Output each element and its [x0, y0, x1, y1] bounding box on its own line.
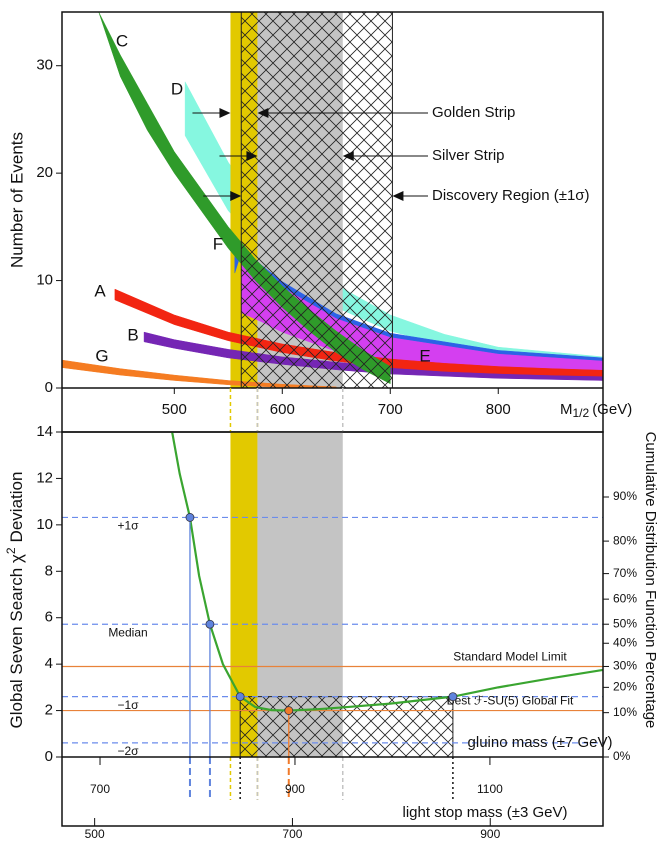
y2-tick-label: 80% [613, 533, 637, 547]
top-panel: D E F GB A C Golden Strip Silver Strip Discovery… [36, 11, 604, 433]
ref-label: +1σ [117, 519, 139, 533]
annotation: Silver Strip [432, 147, 505, 164]
y-label-main: Global Seven Search χ [7, 554, 26, 728]
y2-tick-label: 60% [613, 591, 637, 605]
y-tick-label: 20 [36, 164, 53, 181]
arrow-head [392, 191, 404, 201]
ref-label: Median [108, 625, 147, 639]
ref-label: −1σ [117, 698, 139, 712]
stop-tick-label: 700 [282, 827, 302, 841]
y-tick-label: 10 [36, 272, 53, 289]
y-tick-label: 14 [36, 423, 53, 440]
series-label: B [127, 325, 138, 344]
point [235, 692, 245, 702]
series-label: C [116, 31, 128, 50]
y2-tick-label: 50% [613, 616, 637, 630]
series-label: F [213, 234, 223, 253]
plot-area [62, 12, 603, 388]
curve [171, 432, 603, 712]
y-tick-label: 6 [45, 609, 53, 626]
point [284, 706, 294, 715]
series-label: A [94, 281, 106, 300]
band [62, 359, 337, 388]
point [448, 692, 458, 702]
y-tick-label: 0 [45, 379, 53, 396]
y2-tick-label: 30% [613, 659, 637, 673]
y-tick-label: 10 [36, 516, 53, 533]
arrow-head [230, 191, 242, 201]
arrow-head [342, 151, 354, 161]
y-label-rest: Deviation [7, 472, 26, 543]
y-label-sup: 2 [4, 547, 18, 554]
ref-label: Best ℱ-SU(5) Global Fit [447, 694, 574, 708]
series-label: G [95, 346, 108, 365]
gluino-axis-label: gluino mass (±7 GeV) [468, 734, 613, 751]
gluino-tick-label: 1100 [477, 782, 503, 796]
y2-tick-label: 0% [613, 749, 631, 763]
region-hatch [240, 12, 393, 388]
ref-label: Standard Model Limit [453, 650, 567, 664]
stop-tick-label: 500 [85, 827, 105, 841]
y2-tick-label: 10% [613, 705, 637, 719]
series-label: D [171, 79, 183, 98]
sigma-box [239, 696, 454, 757]
x-tick-label: 500 [162, 401, 187, 418]
x-tick-label: 600 [270, 401, 295, 418]
point [205, 619, 215, 629]
x-tick-label: 800 [486, 401, 511, 418]
gluino-tick-label: 900 [285, 782, 305, 796]
arrow-head [219, 108, 231, 118]
arrow-head [246, 151, 258, 161]
series-label: E [419, 346, 430, 365]
stop-tick-label: 900 [480, 827, 500, 841]
y-tick-label: 4 [45, 655, 53, 672]
arrow-head [257, 108, 269, 118]
bottom-panel: +1σ Median −1σ −2σ Standard Model Limit Best … [36, 423, 637, 841]
y2-axis-label: Cumulative Distribution Function Percent… [642, 432, 659, 729]
ref-label: −2σ [117, 744, 139, 758]
x-label-sub: 1/2 [573, 406, 590, 420]
y2-tick-label: 40% [613, 635, 637, 649]
annotation: Discovery Region (±1σ) [432, 187, 590, 204]
y2-tick-label: 20% [613, 680, 637, 694]
x-axis-label: M1/2 (GeV) [560, 401, 632, 420]
y-axis-label: Global Seven Search χ2 Deviation [4, 472, 26, 729]
x-tick-label: 700 [378, 401, 403, 418]
plot-area [62, 432, 603, 757]
y-tick-label: 8 [45, 562, 53, 579]
y2-tick-label: 70% [613, 566, 637, 580]
y-tick-label: 30 [36, 57, 53, 74]
point [185, 513, 195, 522]
frame [61, 431, 604, 827]
y-tick-label: 2 [45, 702, 53, 719]
y-tick-label: 0 [45, 748, 53, 765]
y-tick-label: 12 [36, 469, 53, 486]
y-axis-label: Number of Events [7, 132, 26, 268]
x-label-main: M [560, 401, 573, 418]
y2-tick-label: 90% [613, 489, 637, 503]
stop-axis-label: light stop mass (±3 GeV) [403, 804, 568, 821]
gluino-tick-label: 700 [90, 782, 110, 796]
x-label-unit: (GeV) [592, 401, 632, 418]
annotation: Golden Strip [432, 104, 515, 121]
